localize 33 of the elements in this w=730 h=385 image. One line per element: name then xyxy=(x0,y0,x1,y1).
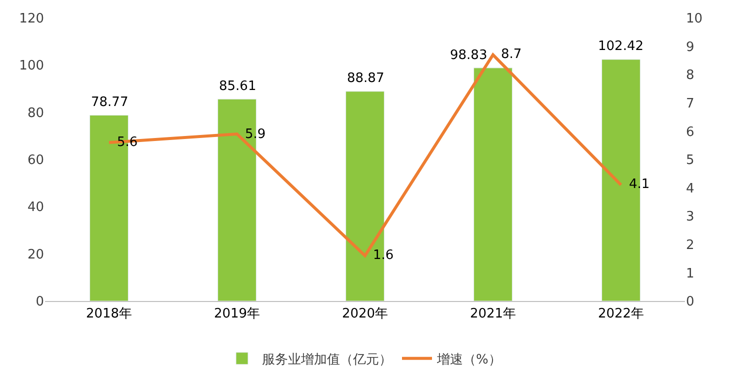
y2-tick-label: 1 xyxy=(686,266,694,282)
y2-tick-label: 2 xyxy=(686,238,694,253)
bar xyxy=(474,68,512,301)
data-label: 78.77 xyxy=(91,95,128,110)
x-tick-label: 2021年 xyxy=(470,306,516,322)
x-tick-label: 2022年 xyxy=(598,306,644,322)
data-label: 85.61 xyxy=(219,79,256,94)
y2-tick-label: 6 xyxy=(686,124,694,140)
data-label: 102.42 xyxy=(598,39,644,54)
data-label: 5.6 xyxy=(117,135,138,150)
data-label: 98.83 xyxy=(450,48,488,63)
y2-tick-label: 7 xyxy=(686,96,694,112)
y-tick-label: 20 xyxy=(27,247,44,262)
y-tick-label: 80 xyxy=(27,106,44,121)
y-tick-label: 40 xyxy=(27,200,44,216)
y2-tick-label: 3 xyxy=(686,210,694,225)
y-tick-label: 100 xyxy=(19,58,44,74)
legend-label: 增速（%） xyxy=(436,352,502,368)
y2-tick-label: 10 xyxy=(686,12,703,27)
y-tick-label: 120 xyxy=(19,12,44,27)
data-label: 8.7 xyxy=(501,47,522,62)
y-tick-label: 60 xyxy=(27,153,44,168)
x-tick-label: 2020年 xyxy=(342,306,388,322)
y2-tick-label: 9 xyxy=(686,40,694,55)
y2-tick-label: 8 xyxy=(686,68,694,84)
y2-tick-label: 5 xyxy=(686,153,694,168)
y2-tick-label: 0 xyxy=(686,294,694,310)
x-tick-label: 2019年 xyxy=(214,306,260,322)
x-tick-label: 2018年 xyxy=(86,306,132,322)
legend-label: 服务业增加值（亿元） xyxy=(262,352,392,368)
y2-tick-label: 4 xyxy=(686,181,694,196)
data-label: 88.87 xyxy=(347,71,384,86)
y-tick-label: 0 xyxy=(36,294,44,310)
